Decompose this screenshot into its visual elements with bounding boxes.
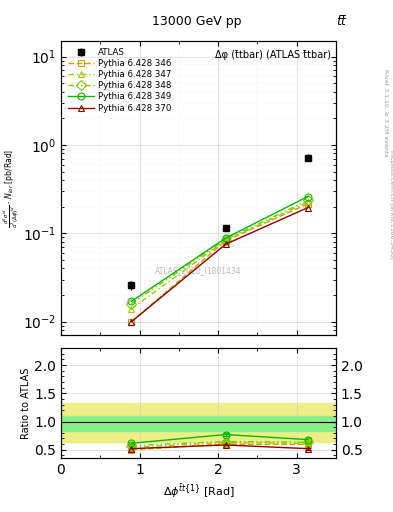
Pythia 6.428 346 — [129, 318, 134, 325]
Pythia 6.428 370 — [223, 241, 228, 247]
Text: Rivet 3.1.10, ≥ 3.2M events: Rivet 3.1.10, ≥ 3.2M events — [383, 69, 388, 157]
Text: mcplots.cern.ch [arXiv:1306.3436]: mcplots.cern.ch [arXiv:1306.3436] — [389, 151, 393, 259]
Pythia 6.428 347 — [223, 238, 228, 244]
Pythia 6.428 348 — [223, 237, 228, 243]
Line: Pythia 6.428 347: Pythia 6.428 347 — [128, 199, 311, 312]
Line: Pythia 6.428 346: Pythia 6.428 346 — [128, 200, 311, 325]
Line: Pythia 6.428 370: Pythia 6.428 370 — [128, 204, 311, 325]
Bar — [61, 416, 336, 431]
Pythia 6.428 349 — [223, 235, 228, 241]
Pythia 6.428 349 — [129, 298, 134, 304]
Pythia 6.428 347 — [129, 306, 134, 312]
Pythia 6.428 346 — [305, 201, 310, 207]
Pythia 6.428 370 — [305, 205, 310, 211]
Text: Δφ (t̄tbar) (ATLAS t̄tbar): Δφ (t̄tbar) (ATLAS t̄tbar) — [215, 50, 331, 60]
Text: tt̅: tt̅ — [336, 15, 346, 28]
Y-axis label: $\frac{d^2\sigma^{id}}{d^2(\Delta\phi)^{id}}$ $\cdot$ $N_{lor}$ [pb/Rad]: $\frac{d^2\sigma^{id}}{d^2(\Delta\phi)^{… — [1, 148, 20, 228]
Pythia 6.428 348 — [305, 198, 310, 204]
Text: 13000 GeV pp: 13000 GeV pp — [152, 15, 241, 28]
Pythia 6.428 349 — [305, 194, 310, 200]
Line: Pythia 6.428 349: Pythia 6.428 349 — [128, 193, 311, 305]
Bar — [61, 403, 336, 442]
Y-axis label: Ratio to ATLAS: Ratio to ATLAS — [21, 368, 31, 439]
Line: Pythia 6.428 348: Pythia 6.428 348 — [128, 197, 311, 307]
Legend: ATLAS, Pythia 6.428 346, Pythia 6.428 347, Pythia 6.428 348, Pythia 6.428 349, P: ATLAS, Pythia 6.428 346, Pythia 6.428 34… — [65, 45, 174, 115]
Pythia 6.428 370 — [129, 318, 134, 325]
Pythia 6.428 346 — [223, 238, 228, 244]
Text: ATLAS_2020_I1801434: ATLAS_2020_I1801434 — [155, 266, 242, 275]
Pythia 6.428 347 — [305, 199, 310, 205]
X-axis label: $\Delta\phi^{\bar{t}t\{1\}}$ [Rad]: $\Delta\phi^{\bar{t}t\{1\}}$ [Rad] — [163, 483, 234, 500]
Pythia 6.428 348 — [129, 301, 134, 307]
